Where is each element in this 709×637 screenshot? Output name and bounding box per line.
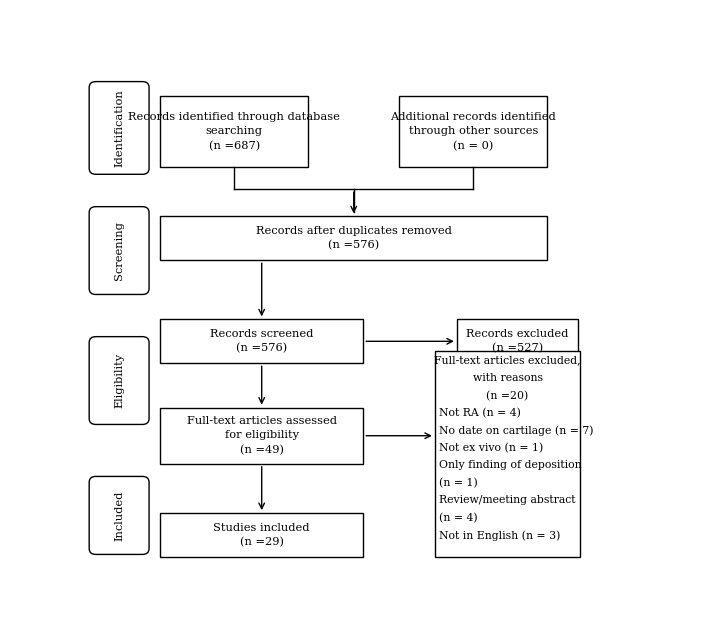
Text: Included: Included [114, 490, 124, 541]
Text: Identification: Identification [114, 89, 124, 167]
Bar [160, 319, 364, 363]
Bar [435, 351, 581, 557]
Text: Eligibility: Eligibility [114, 353, 124, 408]
Text: Additional records identified
through other sources
(n = 0): Additional records identified through ot… [391, 112, 556, 151]
Text: (n = 1): (n = 1) [439, 478, 478, 488]
Bar [457, 319, 578, 363]
Bar [160, 96, 308, 167]
Text: Not ex vivo (n = 1): Not ex vivo (n = 1) [439, 443, 543, 453]
Text: Records excluded
(n =527): Records excluded (n =527) [466, 329, 569, 354]
Text: (n = 4): (n = 4) [439, 513, 478, 523]
FancyBboxPatch shape [89, 476, 149, 554]
Text: Studies included
(n =29): Studies included (n =29) [213, 523, 310, 547]
Text: No date on cartilage (n = 7): No date on cartilage (n = 7) [439, 426, 593, 436]
Text: Not RA (n = 4): Not RA (n = 4) [439, 408, 521, 419]
Text: (n =20): (n =20) [486, 390, 529, 401]
Bar [160, 513, 364, 557]
Text: Records screened
(n =576): Records screened (n =576) [210, 329, 313, 354]
Text: Review/meeting abstract: Review/meeting abstract [439, 496, 576, 505]
FancyBboxPatch shape [89, 336, 149, 424]
FancyBboxPatch shape [89, 206, 149, 294]
Text: Not in English (n = 3): Not in English (n = 3) [439, 530, 561, 541]
Text: with reasons: with reasons [473, 373, 542, 383]
FancyBboxPatch shape [89, 82, 149, 175]
Bar [399, 96, 547, 167]
Text: Full-text articles excluded,: Full-text articles excluded, [435, 355, 581, 366]
Text: Records identified through database
searching
(n =687): Records identified through database sear… [128, 112, 340, 151]
Text: Only finding of deposition: Only finding of deposition [439, 461, 582, 471]
Text: Records after duplicates removed
(n =576): Records after duplicates removed (n =576… [256, 226, 452, 250]
Text: Screening: Screening [114, 221, 124, 280]
Text: Full-text articles assessed
for eligibility
(n =49): Full-text articles assessed for eligibil… [186, 417, 337, 455]
Bar [160, 408, 364, 464]
Bar [160, 216, 547, 261]
